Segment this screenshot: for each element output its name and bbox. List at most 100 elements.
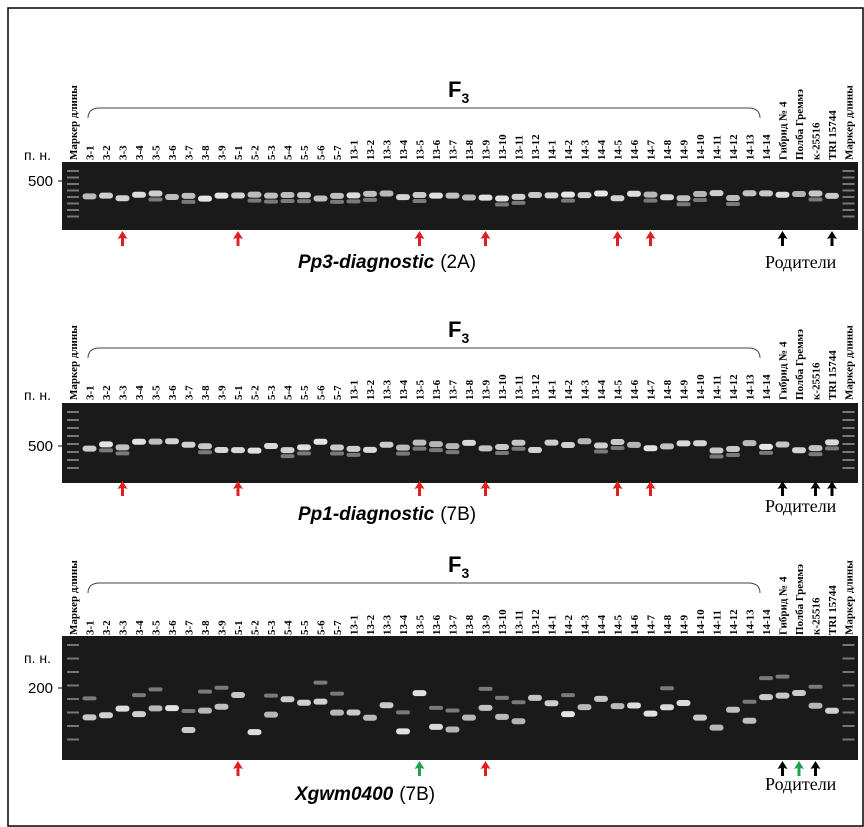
band xyxy=(726,195,740,202)
generation-letter: F xyxy=(448,77,461,102)
band xyxy=(495,195,509,202)
lane-label: 13-5 xyxy=(415,614,427,635)
band xyxy=(412,198,427,203)
band xyxy=(412,446,427,451)
lane-label: 13-8 xyxy=(464,379,476,400)
band xyxy=(495,695,509,700)
band xyxy=(660,194,674,201)
arrow xyxy=(414,761,425,776)
arrow xyxy=(827,231,837,246)
band xyxy=(231,192,245,199)
lane-label: 14-10 xyxy=(695,134,707,160)
band xyxy=(280,198,295,203)
band xyxy=(297,192,311,199)
band xyxy=(544,192,559,199)
ladder-band xyxy=(842,657,855,660)
band xyxy=(181,708,196,713)
gel xyxy=(62,403,858,483)
lane-label: 14-7 xyxy=(646,139,658,160)
band xyxy=(165,705,179,712)
band xyxy=(330,691,344,696)
band xyxy=(148,190,163,197)
lane-label: 14-13 xyxy=(745,609,757,635)
ladder-band xyxy=(67,435,79,437)
ladder-band xyxy=(67,170,79,172)
arrow xyxy=(233,231,243,246)
band xyxy=(198,707,212,714)
chromosome: (2A) xyxy=(440,252,476,273)
band xyxy=(379,702,394,709)
lane-label: 3-3 xyxy=(118,620,130,635)
band xyxy=(627,441,641,448)
band xyxy=(379,190,394,197)
lane-label: 3-8 xyxy=(200,620,212,635)
band xyxy=(808,702,823,709)
band xyxy=(825,446,839,451)
band xyxy=(181,726,196,733)
ladder-band xyxy=(67,209,79,211)
ladder-band xyxy=(67,202,79,205)
band xyxy=(676,195,691,202)
lane-label: 5-4 xyxy=(283,620,295,635)
band xyxy=(148,687,163,692)
band xyxy=(346,199,361,204)
band xyxy=(511,439,526,446)
band xyxy=(247,198,262,203)
band xyxy=(726,202,740,207)
band xyxy=(280,447,295,454)
lane-label: 13-3 xyxy=(382,139,394,160)
lane-label: 14-9 xyxy=(679,379,691,400)
band xyxy=(264,693,278,698)
band xyxy=(346,709,361,716)
band xyxy=(132,693,146,698)
band xyxy=(825,439,839,446)
lane-label: к-25516 xyxy=(811,122,823,160)
lane-label: 5-4 xyxy=(283,145,295,160)
lane-label: 5-6 xyxy=(316,145,328,160)
lane-label: Гибрид № 4 xyxy=(778,576,790,635)
arrow xyxy=(612,231,623,246)
band xyxy=(214,446,229,453)
chromosome: (7B) xyxy=(399,784,435,805)
lane-label: 3-2 xyxy=(101,620,113,635)
band xyxy=(511,200,526,205)
band xyxy=(115,444,130,451)
lane-label: 14-6 xyxy=(629,139,641,160)
band xyxy=(775,441,790,448)
ladder-band xyxy=(842,170,855,172)
band xyxy=(280,191,295,198)
arrow xyxy=(794,761,804,776)
band xyxy=(709,454,724,459)
band xyxy=(280,696,295,703)
ladder-band xyxy=(842,202,855,205)
lane-label: 5-5 xyxy=(299,385,311,400)
band xyxy=(132,438,146,445)
arrow xyxy=(480,481,491,496)
lane-label: 14-6 xyxy=(629,614,641,635)
band xyxy=(396,444,410,451)
lane-label: 14-5 xyxy=(613,139,625,160)
lane-label: 5-1 xyxy=(233,385,245,400)
band xyxy=(693,440,707,447)
band xyxy=(709,724,724,731)
band xyxy=(429,723,443,730)
ladder-band xyxy=(67,684,79,687)
ladder-band xyxy=(842,189,855,192)
band xyxy=(676,202,691,207)
band xyxy=(82,445,97,452)
lane-label: 13-1 xyxy=(349,380,361,400)
lane-label: 14-1 xyxy=(547,140,559,160)
ladder-band xyxy=(67,467,79,469)
band xyxy=(511,446,526,451)
band xyxy=(445,450,460,455)
arrow xyxy=(414,231,425,246)
lane-label: 14-3 xyxy=(580,139,592,160)
ladder-band xyxy=(842,411,855,413)
band xyxy=(363,714,377,721)
ladder-band xyxy=(67,189,79,192)
band xyxy=(214,685,229,690)
gel xyxy=(62,636,858,760)
band xyxy=(825,192,839,199)
size-unit: п. н. xyxy=(24,387,51,403)
